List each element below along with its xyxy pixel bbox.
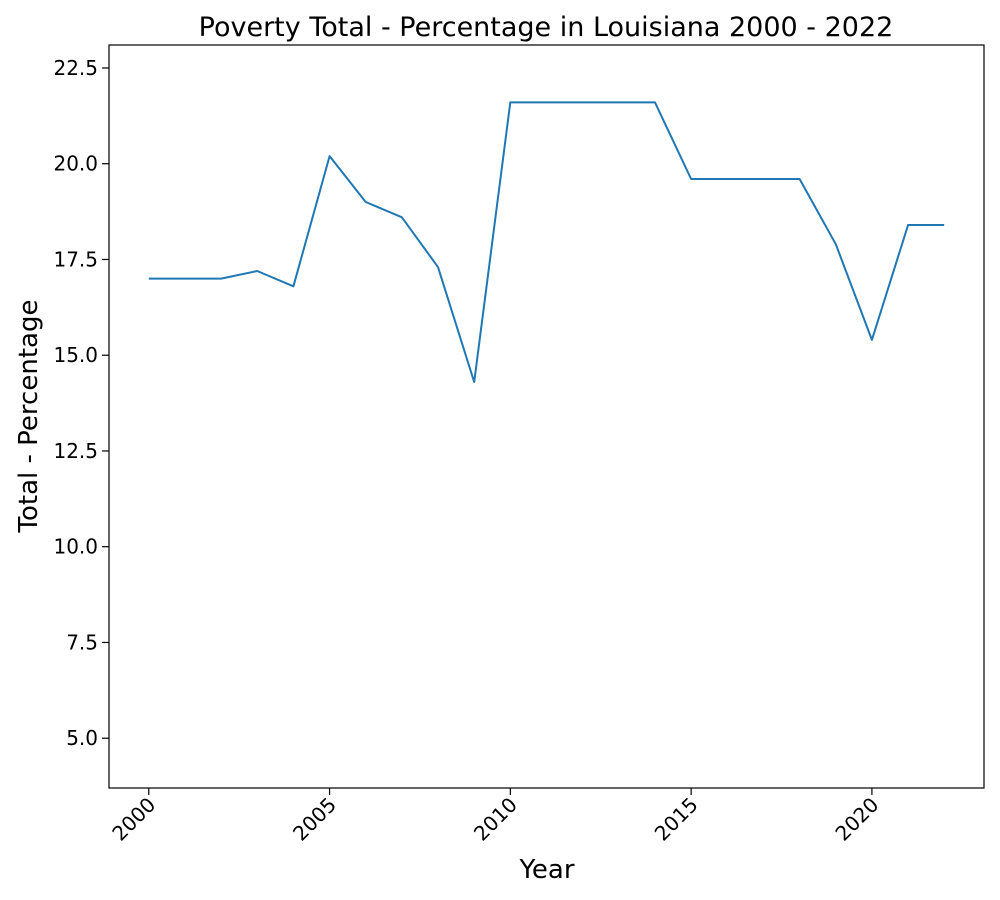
y-tick-label: 22.5 — [53, 56, 98, 80]
chart-title: Poverty Total - Percentage in Louisiana … — [199, 12, 894, 43]
y-tick-label: 15.0 — [53, 343, 98, 367]
x-tick-label: 2015 — [650, 793, 703, 846]
x-axis: 2000 2005 2010 2015 2020 — [107, 788, 883, 846]
y-axis: 5.0 7.5 10.0 12.5 15.0 17.5 20.0 22.5 — [53, 56, 109, 750]
y-tick-label: 20.0 — [53, 152, 98, 176]
x-tick-label: 2010 — [469, 793, 522, 846]
y-tick-label: 10.0 — [53, 535, 98, 559]
y-tick-label: 7.5 — [66, 630, 98, 654]
plot-frame — [108, 44, 985, 789]
y-tick-label: 5.0 — [66, 726, 98, 750]
y-axis-label: Total - Percentage — [14, 300, 44, 534]
plot-area — [148, 101, 945, 383]
x-tick-label: 2000 — [107, 793, 160, 846]
x-tick-label: 2020 — [830, 793, 883, 846]
y-tick-label: 17.5 — [53, 247, 98, 271]
x-tick-label: 2005 — [288, 793, 341, 846]
x-axis-label: Year — [518, 855, 574, 885]
y-tick-label: 12.5 — [53, 439, 98, 463]
series-line — [148, 101, 945, 383]
